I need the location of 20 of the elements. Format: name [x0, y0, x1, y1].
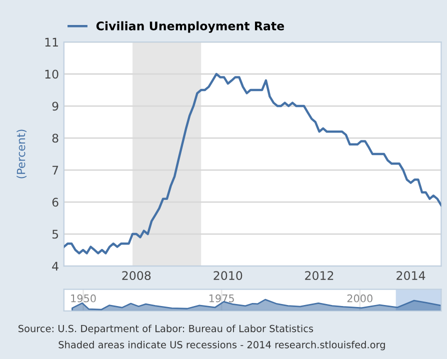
source-note: Source: U.S. Department of Labor: Bureau of Labor Statistics [18, 324, 314, 334]
y-tick-label: 11 [45, 38, 58, 46]
x-tick-label: 2008 [122, 271, 151, 280]
line-series [64, 72, 442, 254]
y-tick-label: 9 [52, 102, 58, 111]
y-tick-label: 4 [52, 262, 58, 271]
text: Shaded areas indicate US recessions - 2014 research.stlouisfed.org [58, 340, 385, 350]
y-tick-label: 6 [52, 198, 58, 207]
y-tick-label: 10 [45, 70, 58, 79]
x-tick-label: 1975 [209, 294, 234, 302]
x-tick-label: 2012 [305, 271, 334, 280]
x-tick-label: 2000 [347, 294, 372, 302]
x-tick-label: 1950 [71, 294, 96, 302]
y-tick-label: 7 [52, 166, 58, 174]
legend-label: Civilian Unemployment Rate [96, 21, 284, 33]
x-tick-label: 2010 [214, 271, 242, 280]
x-tick-label: 2014 [396, 271, 426, 280]
y-tick-label: 8 [52, 134, 58, 143]
y-axis-title: (Percent) [16, 130, 27, 178]
y-tick-label: 5 [52, 230, 58, 239]
